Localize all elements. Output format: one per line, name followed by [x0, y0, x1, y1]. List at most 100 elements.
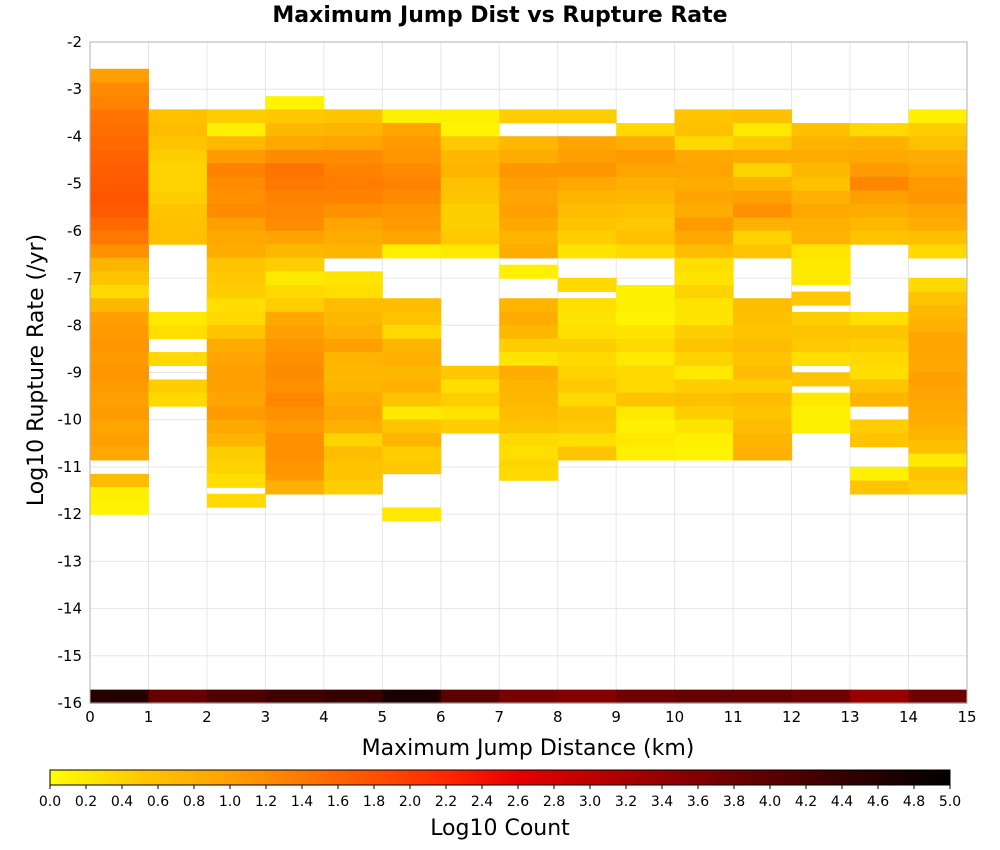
x-tick-label: 1 — [144, 708, 154, 726]
y-axis-ticks: -2 -3 -4 -5 -6 -7 -8 -9 -10 -11 -12 -13 -14 -15 -16 — [58, 33, 83, 712]
heatmap-cell — [557, 325, 617, 340]
heatmap-cell — [90, 487, 149, 502]
heatmap-cell — [850, 190, 910, 205]
heatmap-cell — [616, 379, 676, 394]
heatmap-cell — [791, 136, 851, 151]
heatmap-cell — [616, 176, 676, 191]
heatmap-cell — [499, 689, 559, 704]
heatmap-cell — [791, 352, 851, 367]
heatmap-cell — [382, 352, 442, 367]
heatmap-cell — [850, 379, 910, 394]
x-tick-label: 11 — [724, 708, 743, 726]
heatmap-cell — [382, 433, 442, 448]
heatmap-cell — [557, 311, 617, 326]
x-axis-label: Maximum Jump Distance (km) — [362, 736, 695, 761]
heatmap-cell — [206, 149, 266, 164]
colorbar-tick-label: 4.6 — [867, 794, 889, 810]
heatmap-cell — [90, 285, 149, 300]
heatmap-cell — [206, 493, 266, 508]
heatmap-cell — [440, 123, 500, 138]
heatmap-cell — [90, 163, 149, 178]
heatmap-cell — [382, 123, 442, 138]
heatmap-cell — [733, 419, 793, 434]
heatmap-cell — [908, 318, 968, 333]
heatmap-cell — [90, 392, 149, 407]
heatmap-cell — [557, 446, 617, 461]
y-tick-label: -5 — [67, 175, 82, 193]
heatmap-cell — [908, 244, 968, 259]
heatmap-cell — [90, 689, 149, 704]
heatmap-cell — [616, 230, 676, 245]
heatmap-cell — [323, 433, 383, 448]
heatmap-cell — [791, 257, 851, 272]
heatmap-cell — [382, 338, 442, 353]
heatmap-cell — [791, 392, 851, 407]
heatmap-cell — [90, 473, 149, 488]
heatmap-cell — [616, 365, 676, 380]
heatmap-cell — [674, 285, 734, 300]
heatmap-cell — [265, 217, 325, 232]
heatmap-cell — [148, 176, 208, 191]
heatmap-cell — [440, 379, 500, 394]
heatmap-cell — [733, 190, 793, 205]
x-tick-label: 0 — [85, 708, 95, 726]
heatmap-cell — [557, 352, 617, 367]
heatmap-cell — [674, 190, 734, 205]
heatmap-cell — [382, 446, 442, 461]
y-tick-label: -9 — [67, 364, 82, 382]
colorbar-tick-label: 1.4 — [291, 794, 313, 810]
heatmap-cell — [616, 446, 676, 461]
heatmap-cell — [674, 257, 734, 272]
heatmap-cell — [850, 136, 910, 151]
heatmap-cell — [908, 399, 968, 414]
heatmap-cell — [908, 136, 968, 151]
colorbar-tick-label: 0.8 — [183, 794, 205, 810]
x-tick-label: 12 — [782, 708, 801, 726]
heatmap-cell — [850, 176, 910, 191]
heatmap-cell — [206, 190, 266, 205]
colorbar-tick-label: 4.4 — [831, 794, 853, 810]
heatmap-cell — [206, 392, 266, 407]
heatmap-cell — [90, 244, 149, 259]
heatmap-cell — [323, 123, 383, 138]
heatmap-cell — [323, 365, 383, 380]
heatmap-cell — [616, 352, 676, 367]
heatmap-cell — [674, 419, 734, 434]
heatmap-cell — [674, 446, 734, 461]
heatmap-cell — [382, 163, 442, 178]
heatmap-cell — [733, 311, 793, 326]
heatmap-cell — [90, 176, 149, 191]
heatmap-cell — [499, 433, 559, 448]
colorbar-tick-label: 2.8 — [543, 794, 565, 810]
heatmap-cell — [382, 136, 442, 151]
heatmap-cell — [616, 163, 676, 178]
colorbar-ticks: 0.0 0.2 0.4 0.6 0.8 1.0 1.2 1.4 1.6 1.8 2.0 2.2 2.4 2… — [39, 785, 961, 810]
colorbar-tick-label: 5.0 — [939, 794, 961, 810]
heatmap-cell — [440, 419, 500, 434]
heatmap-cell — [791, 190, 851, 205]
heatmap-cell — [616, 123, 676, 138]
heatmap-cell — [323, 352, 383, 367]
heatmap-cell — [90, 82, 149, 97]
heatmap-cell — [382, 203, 442, 218]
heatmap-cell — [557, 217, 617, 232]
heatmap-cell — [382, 419, 442, 434]
heatmap-cell — [908, 163, 968, 178]
heatmap-cell — [323, 176, 383, 191]
heatmap-cell — [206, 352, 266, 367]
heatmap-cell — [206, 298, 266, 313]
colorbar-tick-label: 4.2 — [795, 794, 817, 810]
heatmap-cell — [908, 203, 968, 218]
heatmap-cell — [206, 446, 266, 461]
heatmap-cell — [733, 338, 793, 353]
heatmap-cell — [206, 285, 266, 300]
plot-border — [89, 41, 968, 704]
heatmap-cell — [265, 311, 325, 326]
heatmap-cell — [440, 365, 500, 380]
heatmap-cell — [557, 163, 617, 178]
heatmap-cell — [616, 136, 676, 151]
heatmap-cell — [323, 689, 383, 704]
heatmap-cell — [323, 460, 383, 475]
heatmap-cell — [323, 230, 383, 245]
heatmap-cell — [499, 466, 559, 481]
